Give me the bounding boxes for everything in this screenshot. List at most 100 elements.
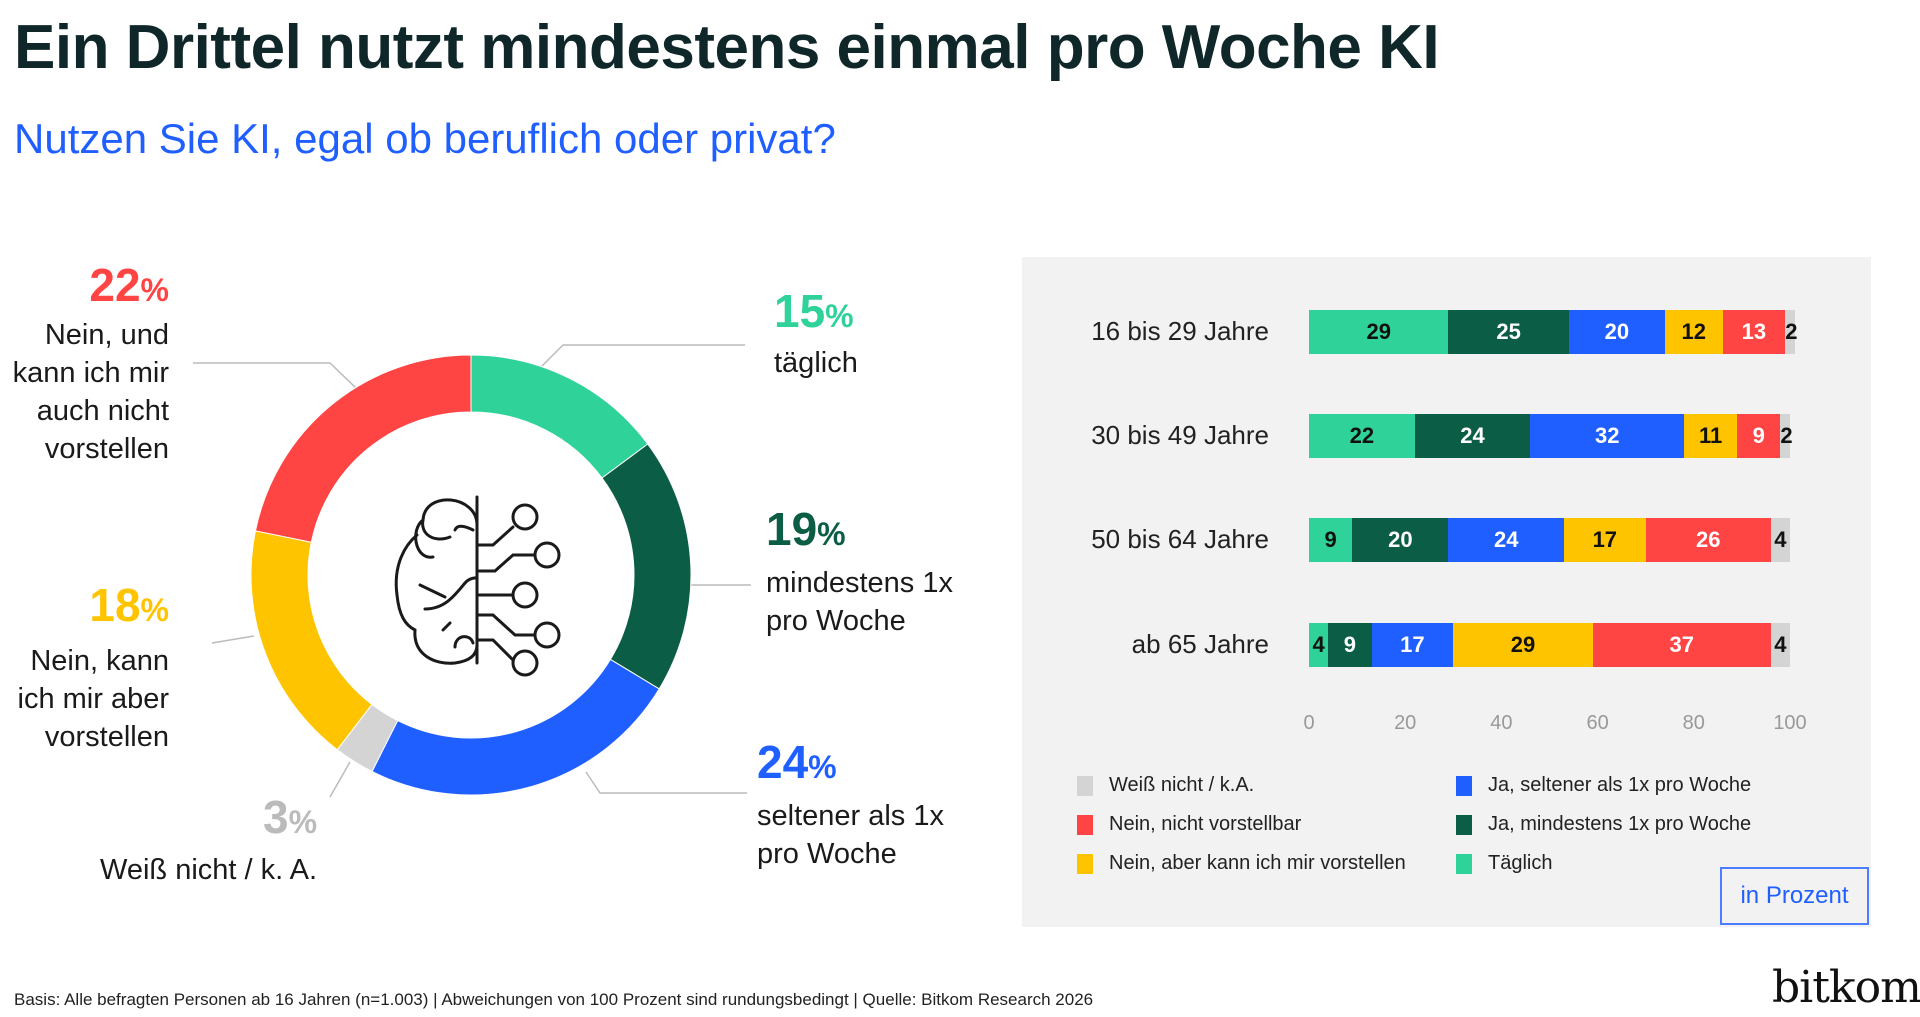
bar-segment <box>1770 518 1790 562</box>
pct-taeglich: 15% <box>774 285 854 337</box>
bar-value-label: 11 <box>1698 423 1723 448</box>
x-tick-label: 0 <box>1303 712 1315 734</box>
bar-segment <box>1352 518 1449 562</box>
category-label: 50 bis 64 Jahre <box>1091 524 1269 554</box>
bar-segment <box>1448 310 1569 354</box>
donut-chart <box>193 344 751 798</box>
bar-segment <box>1309 623 1329 667</box>
donut-slice <box>254 354 472 543</box>
bar-value-label: 25 <box>1496 319 1521 344</box>
bar-value-label: 9 <box>1324 527 1337 552</box>
label-nein-nicht: Nein, und kann ich mir auch nicht vorste… <box>12 319 169 465</box>
bar-chart-panel <box>1022 257 1871 927</box>
pct-nein-nicht: 22% <box>89 259 169 311</box>
bar-value-label: 2 <box>1780 423 1793 448</box>
bar-segment <box>1592 623 1771 667</box>
bar-value-label: 29 <box>1510 632 1536 657</box>
leader-line-nein-nicht <box>193 362 357 389</box>
legend-swatch <box>1077 776 1093 796</box>
leader-line-seltener <box>585 771 747 794</box>
leader-lines <box>193 344 751 798</box>
bar-value-label: 12 <box>1681 319 1707 344</box>
bar-segment <box>1371 623 1454 667</box>
page-subtitle: Nutzen Sie KI, egal ob beruflich oder pr… <box>14 115 836 162</box>
pct-nein-vorstellen: 18% <box>89 579 169 631</box>
legend-swatch <box>1456 854 1472 874</box>
legend-swatch <box>1077 815 1093 835</box>
bar-segment <box>1448 518 1564 562</box>
bar-value-label: 32 <box>1594 423 1620 448</box>
bar-value-label: 4 <box>1774 527 1787 552</box>
pct-seltener: 24% <box>757 736 837 788</box>
bar-segment <box>1309 518 1353 562</box>
pct-mindestens: 19% <box>766 503 846 555</box>
donut-slice <box>371 658 660 796</box>
bar-value-label: 22 <box>1349 423 1375 448</box>
bar-value-label: 4 <box>1774 632 1787 657</box>
bar-segment <box>1309 310 1449 354</box>
bar-value-label: 17 <box>1400 632 1425 657</box>
x-tick-label: 40 <box>1490 712 1513 734</box>
legend-label: Täglich <box>1488 852 1553 874</box>
legend-swatch <box>1456 776 1472 796</box>
bar-value-label: 29 <box>1366 319 1391 344</box>
bar-segment <box>1645 518 1771 562</box>
bar-segment <box>1563 518 1646 562</box>
leader-line-nein-vorstellen <box>211 635 255 644</box>
bar-segment <box>1722 310 1786 354</box>
bar-value-label: 37 <box>1669 632 1694 657</box>
label-mindestens: mindestens 1x pro Woche <box>766 567 953 637</box>
bar-segment <box>1309 414 1415 458</box>
bar-segment <box>1737 414 1781 458</box>
brain-circuit-icon <box>394 495 561 677</box>
x-tick-label: 20 <box>1394 712 1417 734</box>
donut-slice <box>601 443 692 690</box>
bar-value-label: 9 <box>1343 632 1356 657</box>
bar-segment <box>1453 623 1593 667</box>
bar-value-label: 4 <box>1312 632 1325 657</box>
legend-swatch <box>1456 815 1472 835</box>
bar-segment <box>1664 310 1723 354</box>
bar-value-label: 17 <box>1592 527 1618 552</box>
bar-value-label: 24 <box>1460 423 1485 448</box>
bar-value-label: 9 <box>1752 423 1765 448</box>
label-seltener: seltener als 1x pro Woche <box>757 800 944 870</box>
bar-segment <box>1328 623 1372 667</box>
leader-line-weiss-nicht <box>329 761 351 798</box>
legend-label: Nein, nicht vorstellbar <box>1109 813 1302 835</box>
legend-swatch <box>1077 854 1093 874</box>
legend-label: Weiß nicht / k.A. <box>1109 774 1255 796</box>
bar-value-label: 20 <box>1388 527 1413 552</box>
label-nein-vorstellen: Nein, kann ich mir aber vorstellen <box>17 645 170 753</box>
legend-label: Nein, aber kann ich mir vorstellen <box>1109 852 1406 874</box>
footer-source: Basis: Alle befragten Personen ab 16 Jah… <box>14 990 1094 1009</box>
bar-segment <box>1780 414 1790 458</box>
pct-weiss-nicht: 3% <box>263 791 318 843</box>
category-label: 16 bis 29 Jahre <box>1091 316 1269 346</box>
donut-slice <box>470 354 649 479</box>
bar-value-label: 13 <box>1741 319 1767 344</box>
category-label: 30 bis 49 Jahre <box>1091 420 1269 450</box>
bar-value-label: 2 <box>1785 319 1798 344</box>
bar-value-label: 24 <box>1493 527 1519 552</box>
bar-segment <box>1684 414 1738 458</box>
bar-segment <box>1414 414 1531 458</box>
bitkom-logo: bitkom <box>1772 962 1920 1013</box>
bar-value-label: 26 <box>1695 527 1721 552</box>
unit-note: in Prozent <box>1720 867 1869 925</box>
bar-segment <box>1568 310 1665 354</box>
label-weiss-nicht: Weiß nicht / k. A. <box>100 854 318 886</box>
x-tick-label: 80 <box>1682 712 1705 734</box>
legend-label: Ja, seltener als 1x pro Woche <box>1488 774 1752 796</box>
x-tick-label: 100 <box>1773 712 1807 734</box>
x-tick-label: 60 <box>1586 712 1609 734</box>
legend-label: Ja, mindestens 1x pro Woche <box>1488 813 1752 835</box>
donut-slice <box>250 530 373 751</box>
bar-segment <box>1770 623 1790 667</box>
page-title: Ein Drittel nutzt mindestens einmal pro … <box>14 13 1440 82</box>
bar-segment <box>1530 414 1685 458</box>
category-label: ab 65 Jahre <box>1131 629 1269 659</box>
label-taeglich: täglich <box>774 347 858 379</box>
leader-line-taeglich <box>539 344 745 369</box>
